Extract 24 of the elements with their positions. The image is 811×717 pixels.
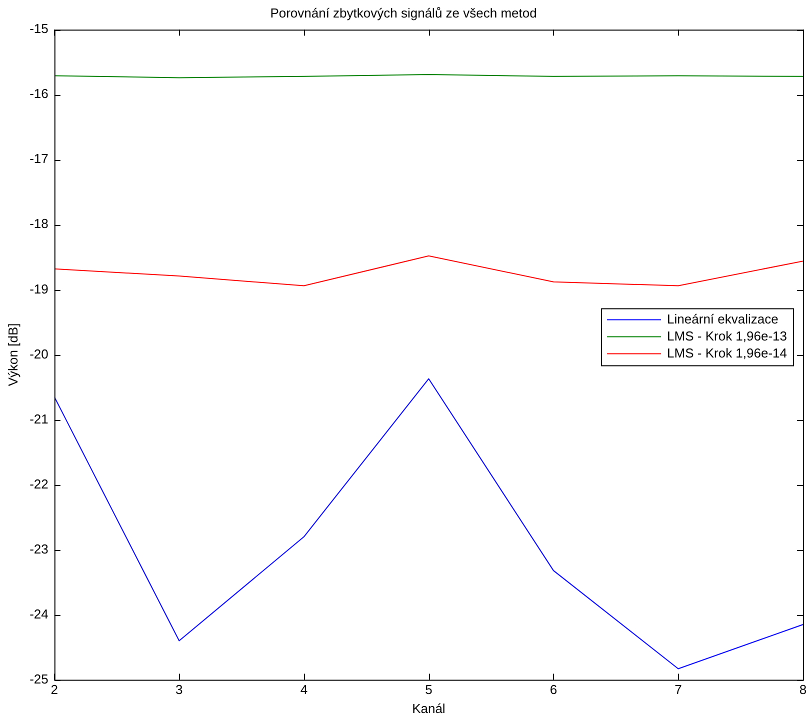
y-tick-label: -19 (30, 281, 48, 296)
y-tick-label: -23 (30, 541, 48, 556)
x-tick-label: 8 (799, 682, 807, 698)
x-axis-title: Kanál (412, 700, 446, 716)
y-tick-label: -25 (30, 671, 48, 686)
x-tick-label: 5 (425, 682, 432, 698)
y-tick-label: -17 (30, 151, 48, 166)
x-tick-label: 4 (300, 682, 308, 698)
legend-label: LMS - Krok 1,96e-13 (667, 328, 788, 344)
y-tick-label: -21 (30, 411, 48, 426)
y-tick-label: -20 (30, 346, 48, 362)
legend-label: LMS - Krok 1,96e-14 (667, 345, 788, 360)
y-tick-label: -16 (30, 86, 48, 102)
x-tick-label: 6 (550, 682, 558, 698)
x-tick-label: 2 (50, 682, 58, 698)
y-axis-title: Výkon [dB] (5, 323, 20, 386)
chart-title: Porovnání zbytkových signálů ze všech metod (270, 5, 537, 20)
x-tick-label: 3 (176, 682, 183, 698)
y-tick-label: -24 (30, 606, 48, 622)
y-tick-label: -15 (30, 21, 48, 36)
x-tick-label: 7 (674, 682, 682, 698)
y-tick-label: -18 (30, 216, 48, 232)
y-tick-label: -22 (30, 476, 48, 492)
legend-label: Lineární ekvalizace (667, 311, 778, 326)
